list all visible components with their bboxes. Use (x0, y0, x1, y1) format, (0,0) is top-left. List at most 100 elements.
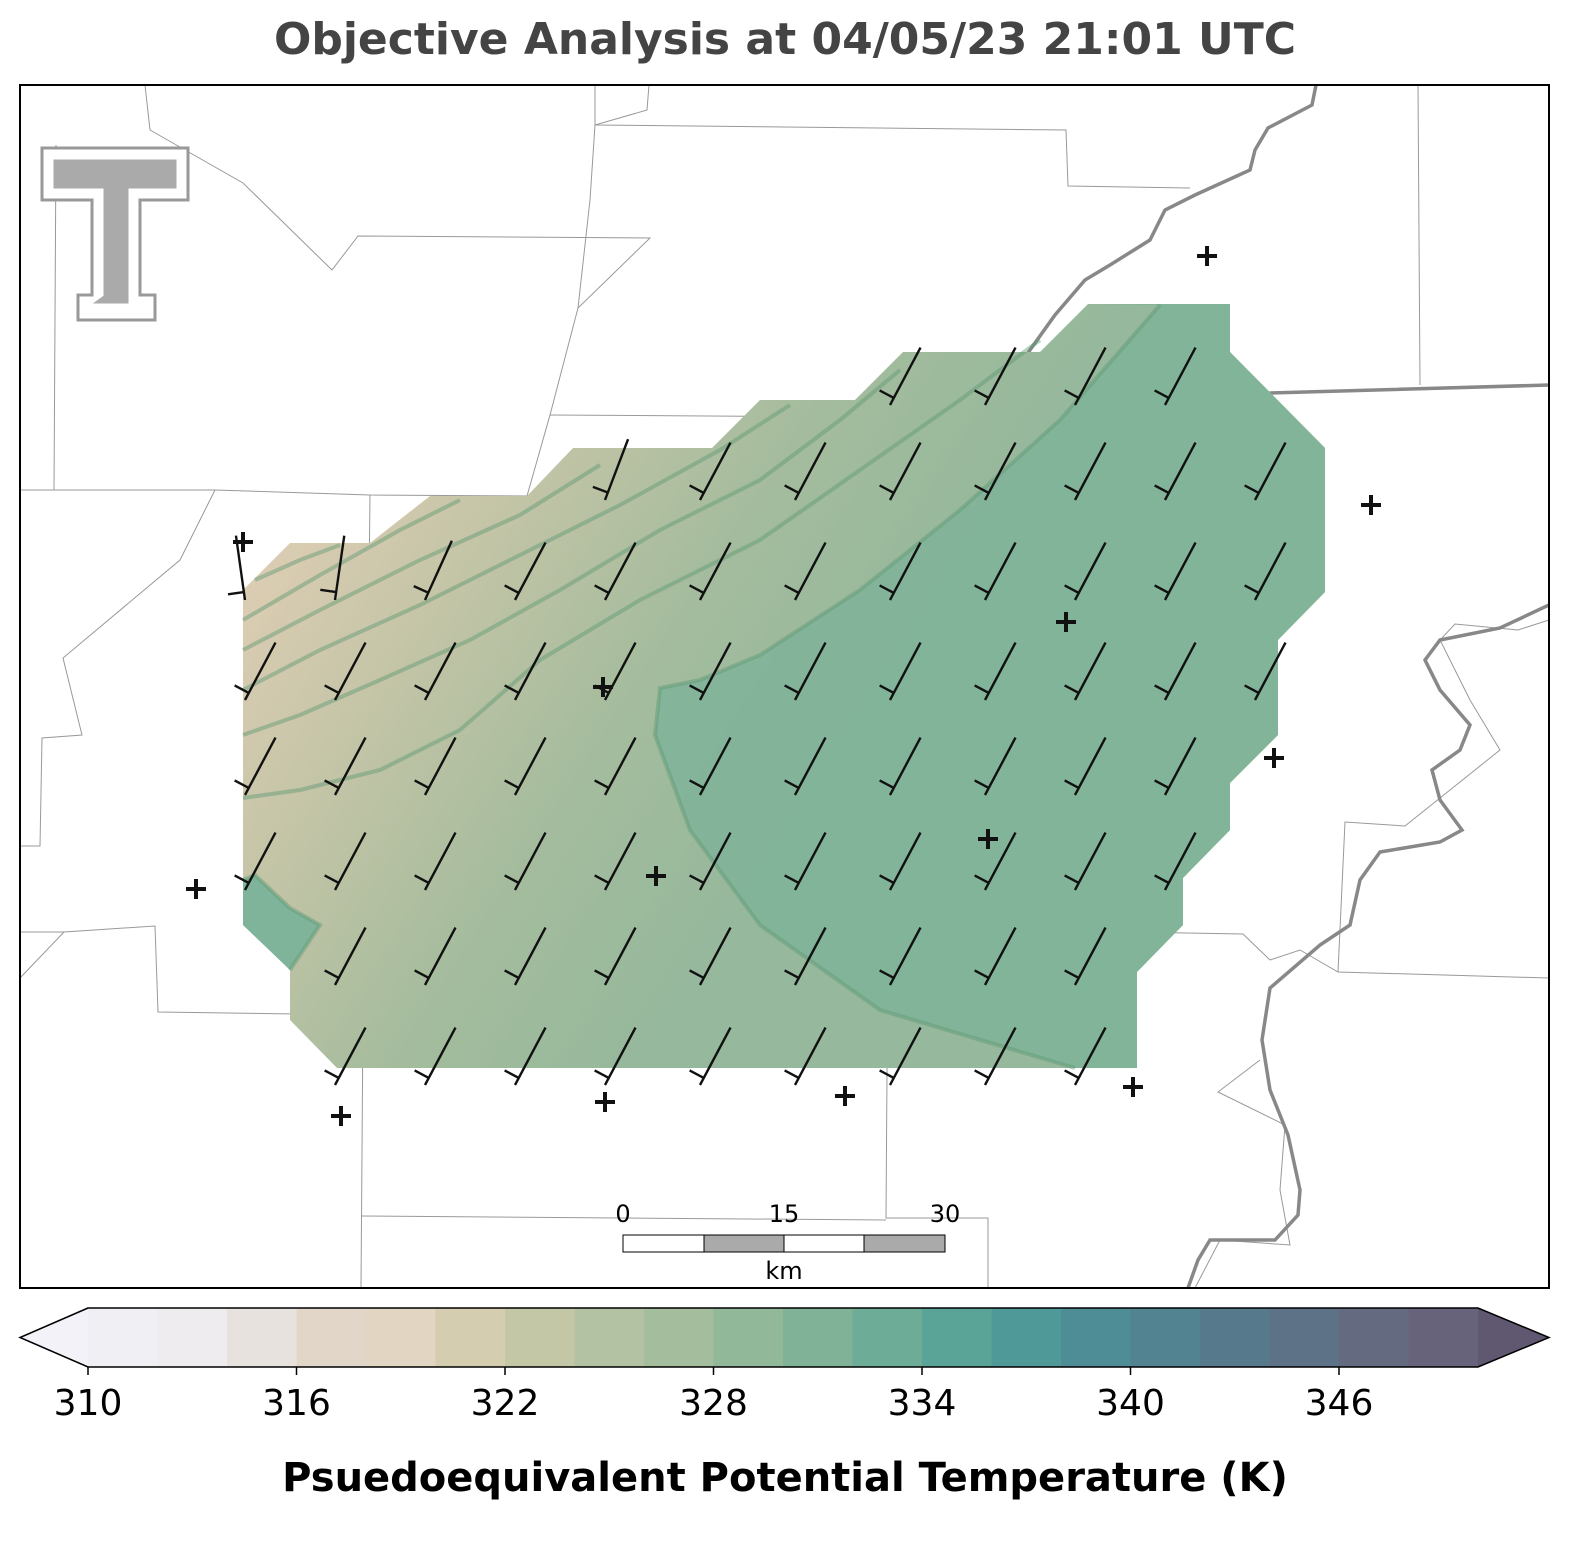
wind-barb (974, 737, 1017, 796)
wind-barb (413, 540, 453, 601)
station (595, 1092, 615, 1112)
wind-barb (879, 927, 922, 986)
wind-barb (1064, 927, 1107, 986)
wind-barb (594, 1027, 637, 1086)
wind-barb (1064, 737, 1107, 796)
wind-barb (414, 1027, 457, 1086)
title: Objective Analysis at 04/05/23 21:01 UTC (274, 14, 1296, 65)
colorbar-bin (1339, 1308, 1409, 1367)
colorbar-tick-label: 310 (54, 1383, 123, 1424)
wind-barb (974, 442, 1017, 501)
wind-barb (324, 1027, 367, 1086)
station (331, 1106, 351, 1126)
colorbar-tick-label: 334 (888, 1383, 957, 1424)
wind-barb (1154, 737, 1197, 796)
wind-barb (1064, 442, 1107, 501)
scale-tick-label: 15 (769, 1200, 800, 1228)
scale-segment (703, 1234, 785, 1253)
wind-barb (1064, 542, 1107, 601)
colorbar-extend-high (1478, 1308, 1549, 1367)
wind-barb (784, 542, 827, 601)
colorbar-bin (1200, 1308, 1270, 1367)
colorbar-bin (1269, 1308, 1340, 1367)
logo (40, 146, 190, 322)
map-frame (19, 84, 1550, 1289)
station (835, 1086, 855, 1106)
colorbar-bin (852, 1308, 923, 1367)
colorbar-outline (18, 1307, 1551, 1368)
wind-barb (324, 642, 367, 701)
wind-barb (974, 642, 1017, 701)
wind-barb (324, 832, 367, 891)
wind-barb (504, 927, 547, 986)
wind-barb (592, 438, 630, 501)
wind-barb (784, 832, 827, 891)
wind-barb (1064, 832, 1107, 891)
wind-barb (879, 347, 922, 406)
map (20, 85, 1549, 1288)
wind-barb (324, 737, 367, 796)
wind-barb (974, 927, 1017, 986)
wind-barb (1244, 642, 1287, 701)
colorbar-tick-label: 340 (1096, 1383, 1165, 1424)
wind-barb (689, 832, 732, 891)
wind-barb (234, 642, 277, 701)
wind-barb (414, 927, 457, 986)
colorbar-bin (713, 1308, 784, 1367)
scale-tick-label: 30 (930, 1200, 961, 1228)
wind-barb (784, 927, 827, 986)
colorbar-bin (644, 1308, 714, 1367)
station (186, 879, 206, 899)
colorbar-bin (157, 1308, 228, 1367)
wind-barb (594, 542, 637, 601)
station (593, 677, 613, 697)
scale-bar: km 0 15 30 (615, 1200, 960, 1285)
wind-barb (1064, 347, 1107, 406)
wind-barb (320, 535, 346, 601)
colorbar-bin (1130, 1308, 1201, 1367)
wind-barb (504, 737, 547, 796)
wind-barb (974, 1027, 1017, 1086)
colorbar: 310 316 322 328 334 340 346 (18, 1307, 1551, 1424)
wind-barb (1154, 542, 1197, 601)
colorbar-bin (505, 1308, 575, 1367)
station (1264, 748, 1284, 768)
colorbar-bin (227, 1308, 297, 1367)
colorbar-tick-label: 328 (679, 1383, 748, 1424)
station (978, 829, 998, 849)
wind-barb (689, 642, 732, 701)
station (1197, 246, 1217, 266)
wind-barb (504, 1027, 547, 1086)
wind-barb (504, 542, 547, 601)
colorbar-bin (1061, 1308, 1131, 1367)
wind-barb (1154, 347, 1197, 406)
wind-barb (1244, 542, 1287, 601)
wind-barb (689, 927, 732, 986)
colorbar-extend-low (20, 1308, 88, 1367)
wind-barb (1064, 642, 1107, 701)
wind-barb (689, 542, 732, 601)
wind-barb (324, 927, 367, 986)
wind-barb (879, 642, 922, 701)
colorbar-bin (1408, 1308, 1479, 1367)
wind-barb (1154, 642, 1197, 701)
wind-barb (1154, 832, 1197, 891)
wind-barb (234, 832, 277, 891)
wind-barb (689, 442, 732, 501)
high-theta-region (243, 875, 320, 970)
wind-barb (1244, 442, 1287, 501)
scale-unit: km (765, 1257, 802, 1285)
colorbar-bin (366, 1308, 436, 1367)
wind-barb (689, 1027, 732, 1086)
wind-barb (689, 737, 732, 796)
wind-barb (414, 832, 457, 891)
wind-barb (414, 642, 457, 701)
contours (241, 303, 1162, 1070)
wind-barb (784, 737, 827, 796)
wind-barb (784, 642, 827, 701)
wind-barb (974, 542, 1017, 601)
scale-segment (783, 1234, 865, 1253)
wind-barb (504, 832, 547, 891)
wind-barb (879, 737, 922, 796)
